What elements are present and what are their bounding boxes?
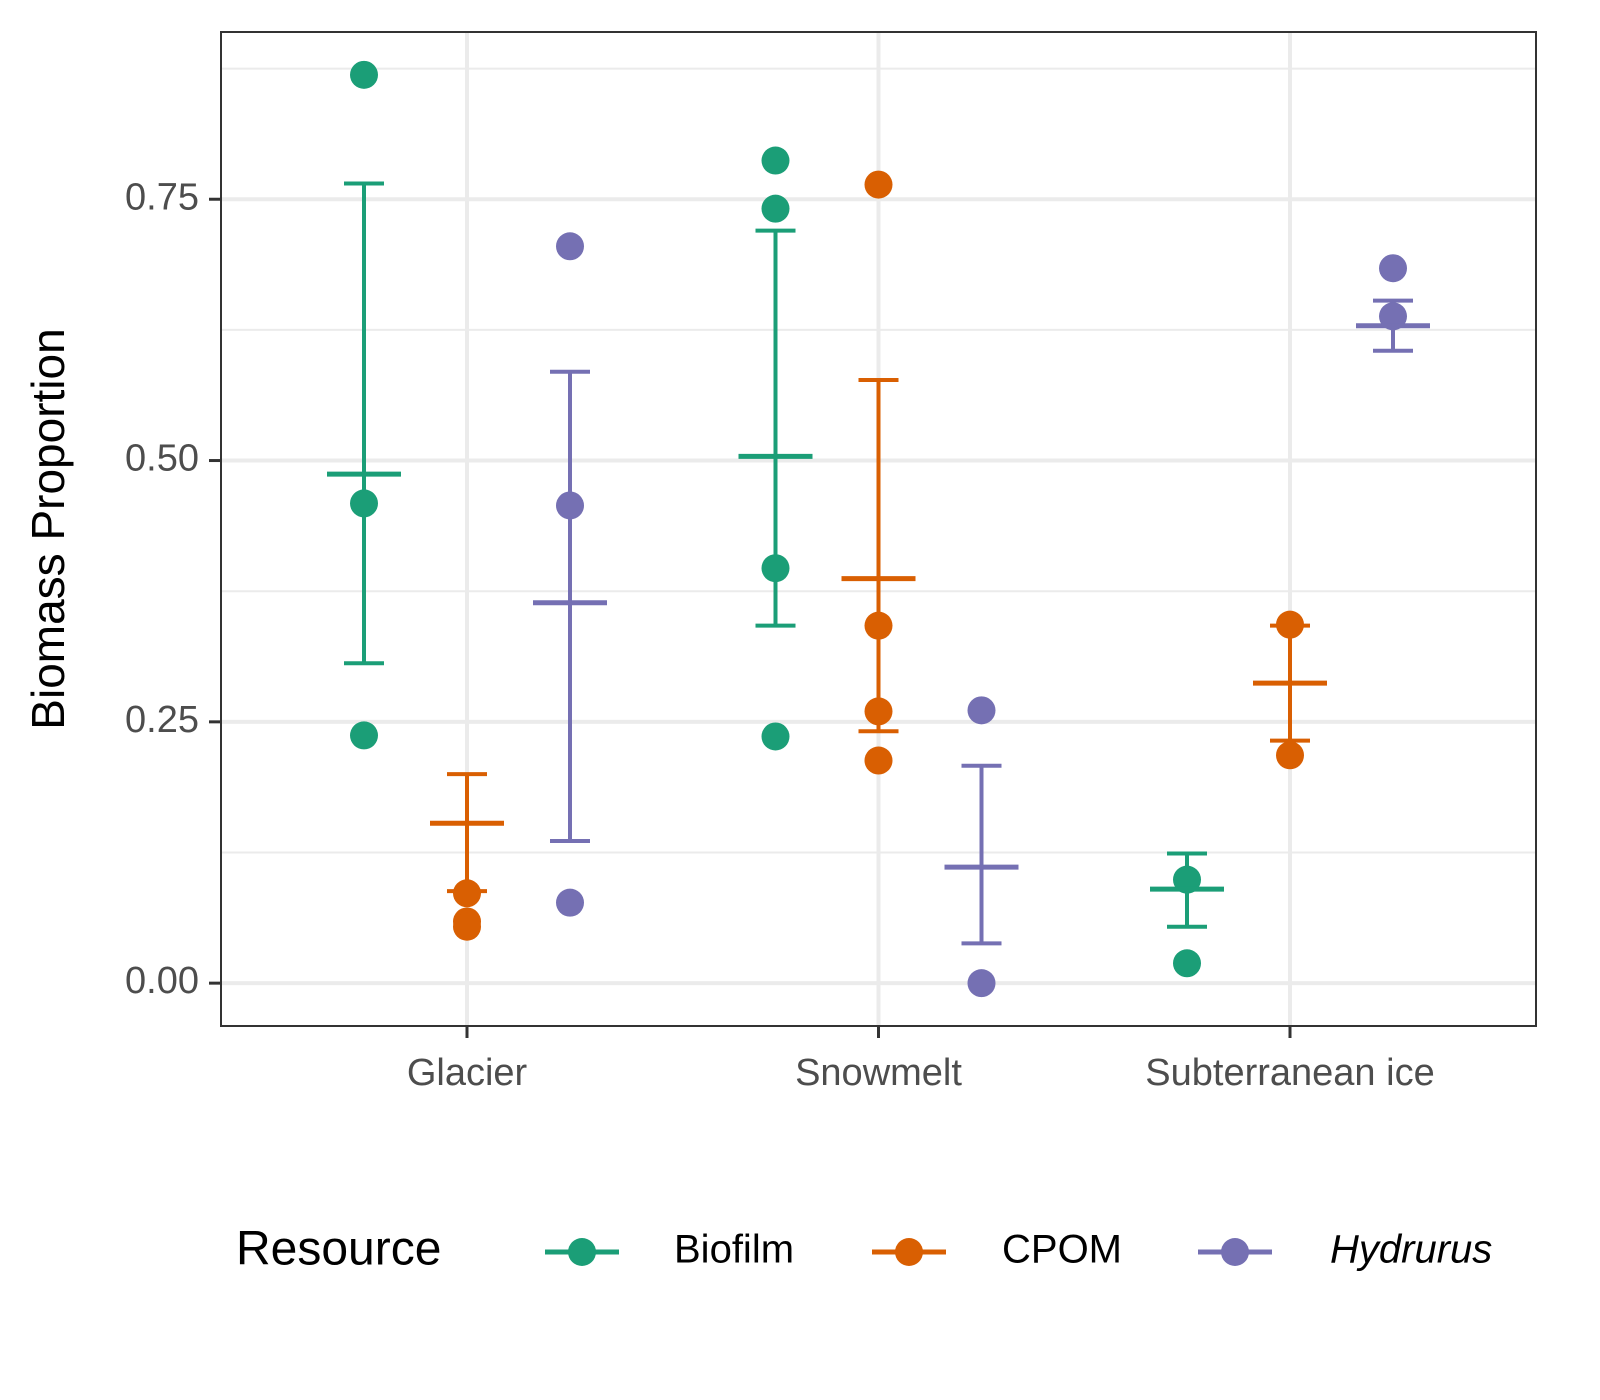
y-axis-title: Biomass Proportion	[22, 328, 74, 729]
data-point	[967, 969, 996, 998]
data-point	[1379, 254, 1407, 283]
y-tick-label: 0.00	[125, 960, 199, 1002]
data-point	[1276, 741, 1304, 770]
x-tick-label: Glacier	[407, 1052, 528, 1094]
data-point	[761, 146, 790, 175]
legend-key-point	[1221, 1238, 1249, 1266]
data-point	[453, 912, 481, 941]
panel-border	[220, 31, 1537, 1027]
y-tick-label: 0.25	[125, 699, 199, 741]
legend-key-point	[568, 1238, 596, 1266]
legend-label: Biofilm	[674, 1228, 794, 1272]
data-point	[864, 170, 893, 199]
x-tick-label: Snowmelt	[795, 1052, 962, 1094]
legend-key-point	[895, 1238, 923, 1266]
data-point	[761, 194, 790, 223]
x-tick-label: Subterranean ice	[1145, 1052, 1434, 1094]
data-point	[1173, 949, 1201, 978]
data-point	[556, 232, 584, 261]
legend-title: Resource	[236, 1223, 441, 1276]
legend-label: Hydrurus	[1330, 1228, 1492, 1272]
legend-label: CPOM	[1002, 1228, 1122, 1272]
data-point	[967, 696, 996, 725]
y-tick-label: 0.50	[125, 438, 199, 480]
data-point	[864, 746, 893, 775]
y-tick-label: 0.75	[125, 176, 199, 218]
data-point	[556, 888, 584, 917]
data-point	[453, 879, 481, 908]
data-point	[350, 60, 378, 89]
data-point	[761, 722, 790, 751]
data-point	[350, 721, 378, 750]
